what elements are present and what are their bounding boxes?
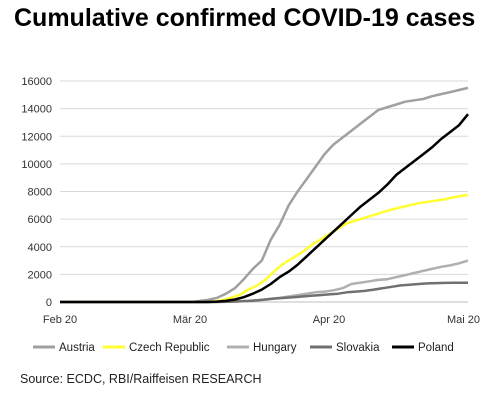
source-note: Source: ECDC, RBI/Raiffeisen RESEARCH bbox=[20, 372, 262, 386]
legend: Austria Czech Republic Hungary Slovakia Pola… bbox=[33, 342, 454, 354]
x-tick-label: Apr 20 bbox=[313, 314, 345, 326]
y-tick-label: 4000 bbox=[28, 242, 52, 254]
legend-label: Hungary bbox=[253, 342, 297, 354]
x-axis-ticks: Feb 20 Mär 20 Apr 20 Mai 20 bbox=[43, 314, 480, 326]
chart-title: Cumulative confirmed COVID-19 cases bbox=[14, 4, 476, 32]
legend-label: Czech Republic bbox=[129, 342, 210, 354]
y-tick-label: 6000 bbox=[28, 214, 52, 226]
legend-label: Poland bbox=[418, 342, 454, 354]
legend-label: Austria bbox=[59, 342, 95, 354]
y-tick-label: 2000 bbox=[28, 269, 52, 281]
series-line-slovakia bbox=[60, 281, 469, 304]
grid-lines bbox=[60, 80, 468, 303]
y-tick-label: 10000 bbox=[21, 159, 52, 171]
series-lines bbox=[60, 86, 469, 304]
x-tick-label: Feb 20 bbox=[43, 314, 77, 326]
y-tick-label: 0 bbox=[46, 297, 52, 309]
y-tick-label: 12000 bbox=[21, 131, 52, 143]
series-line-austria bbox=[60, 86, 469, 304]
y-axis-ticks: 0 2000 4000 6000 8000 10000 12000 14000 16000 bbox=[21, 76, 52, 309]
legend-label: Slovakia bbox=[336, 342, 380, 354]
x-tick-label: Mai 20 bbox=[447, 314, 480, 326]
y-tick-label: 14000 bbox=[21, 104, 52, 116]
x-tick-label: Mär 20 bbox=[173, 314, 207, 326]
y-tick-label: 16000 bbox=[21, 76, 52, 88]
series-line-poland bbox=[60, 113, 469, 304]
y-tick-label: 8000 bbox=[28, 187, 52, 199]
